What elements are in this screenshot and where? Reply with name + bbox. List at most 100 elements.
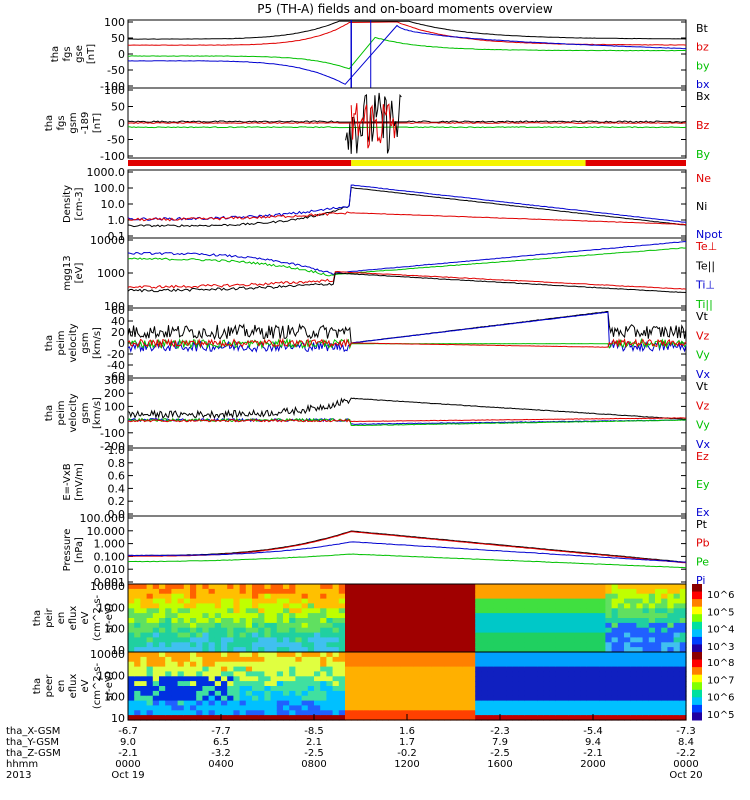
- spectrogram-cell: [400, 705, 408, 711]
- spectrogram-cell: [462, 715, 470, 721]
- spectrogram-cell: [624, 715, 631, 721]
- spectrogram-cell: [382, 608, 389, 614]
- spectrogram-cell: [400, 652, 408, 658]
- spectrogram-cell: [183, 647, 191, 653]
- spectrogram-cell: [605, 593, 613, 600]
- y-axis-label: eV: [80, 611, 91, 624]
- spectrogram-cell: [258, 676, 265, 682]
- spectrogram-cell: [258, 652, 265, 658]
- legend-entry: Vz: [696, 329, 710, 342]
- spectrogram-cell: [462, 637, 470, 643]
- spectrogram-cell: [326, 637, 334, 643]
- spectrogram-cell: [376, 700, 383, 707]
- spectrogram-cell: [276, 647, 284, 653]
- spectrogram-cell: [307, 656, 315, 663]
- spectrogram-cell: [431, 598, 439, 605]
- spectrogram-cell: [295, 715, 303, 721]
- spectrogram-cell: [456, 622, 464, 629]
- spectrogram-cell: [555, 656, 563, 663]
- spectrogram-cell: [183, 705, 191, 711]
- y-tick-label: 10000: [90, 648, 125, 661]
- spectrogram-cell: [431, 705, 439, 711]
- spectrogram-cell: [661, 613, 668, 619]
- spectrogram-cell: [456, 686, 464, 692]
- spectrogram-cell: [264, 613, 272, 619]
- spectrogram-cell: [376, 695, 383, 702]
- spectrogram-cell: [574, 681, 582, 687]
- spectrogram-cell: [444, 676, 451, 682]
- spectrogram-cell: [574, 656, 582, 663]
- trace-bx: [127, 24, 687, 85]
- spectrogram-cell: [481, 613, 489, 619]
- spectrogram-cell: [518, 588, 526, 595]
- spectrogram-cell: [624, 613, 631, 619]
- y-tick-label: 0.6: [108, 470, 126, 483]
- spectrogram-cell: [307, 632, 315, 639]
- spectrogram-cell: [345, 686, 352, 692]
- spectrogram-cell: [493, 676, 501, 682]
- spectrogram-cell: [301, 666, 309, 673]
- spectrogram-cell: [673, 700, 681, 707]
- spectrogram-cell: [667, 618, 675, 624]
- spectrogram-cell: [419, 700, 427, 707]
- spectrogram-cell: [258, 681, 265, 687]
- spectrogram-cell: [543, 598, 551, 605]
- spectrogram-cell: [190, 642, 197, 648]
- spectrogram-cell: [320, 593, 327, 600]
- spectrogram-cell: [531, 715, 538, 721]
- spectrogram-cell: [165, 700, 172, 707]
- spectrogram-cell: [382, 603, 389, 609]
- spectrogram-cell: [134, 656, 141, 663]
- spectrogram-cell: [611, 622, 619, 629]
- spectrogram-cell: [617, 681, 625, 687]
- y-axis-label: tha: [44, 115, 55, 131]
- spectrogram-cell: [500, 613, 507, 619]
- spectrogram-cell: [543, 588, 551, 595]
- spectrogram-cell: [128, 676, 135, 682]
- spectrogram-cell: [661, 705, 668, 711]
- spectrogram-cell: [611, 632, 619, 639]
- colorbar-segment: [692, 667, 702, 676]
- spectrogram-cell: [562, 608, 569, 614]
- spectrogram-cell: [679, 598, 687, 605]
- spectrogram-cell: [320, 681, 327, 687]
- spectrogram-cell: [258, 613, 265, 619]
- spectrogram-cell: [295, 656, 303, 663]
- spectrogram-cell: [450, 700, 458, 707]
- spectrogram-cell: [580, 647, 588, 653]
- spectrogram-cell: [264, 715, 272, 721]
- spectrogram-cell: [568, 598, 575, 605]
- spectrogram-cell: [159, 666, 166, 673]
- spectrogram-cell: [648, 584, 656, 590]
- colorbar-segment: [692, 697, 702, 706]
- spectrogram-cell: [425, 642, 433, 648]
- spectrogram-cell: [679, 584, 687, 590]
- trace-vz: [127, 338, 687, 349]
- spectrogram-cell: [407, 622, 414, 629]
- spectrogram-cell: [469, 584, 476, 590]
- trace-vz: [127, 417, 687, 423]
- spectrogram-cell: [183, 686, 191, 692]
- spectrogram-cell: [152, 652, 160, 658]
- spectrogram-cell: [171, 603, 179, 609]
- spectrogram-cell: [295, 661, 303, 668]
- spectrogram-cell: [673, 705, 681, 711]
- spectrogram-cell: [599, 656, 606, 663]
- spectrogram-cell: [177, 700, 185, 707]
- spectrogram-cell: [493, 608, 501, 614]
- spectrogram-cell: [214, 647, 222, 653]
- spectrogram-cell: [611, 671, 619, 677]
- spectrogram-cell: [462, 661, 470, 668]
- spectrogram-cell: [456, 676, 464, 682]
- spectrogram-cell: [549, 593, 557, 600]
- spectrogram-cell: [227, 608, 234, 614]
- spectrogram-cell: [382, 686, 389, 692]
- spectrogram-cell: [326, 618, 334, 624]
- spectrogram-cell: [512, 666, 520, 673]
- spectrogram-cell: [171, 618, 179, 624]
- spectrogram-cell: [376, 710, 383, 716]
- spectrogram-cell: [425, 686, 433, 692]
- spectrogram-cell: [295, 603, 303, 609]
- spectrogram-cell: [289, 715, 296, 721]
- spectrogram-cell: [642, 632, 650, 639]
